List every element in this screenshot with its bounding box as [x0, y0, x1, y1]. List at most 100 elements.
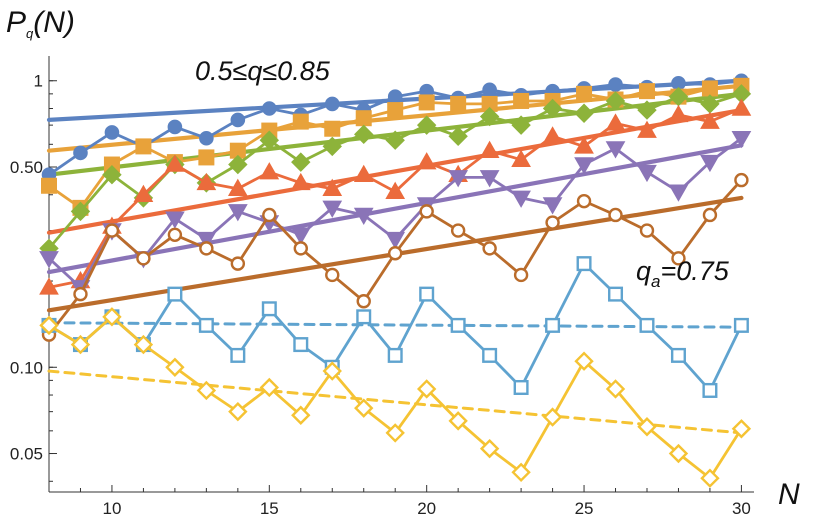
data-point [450, 317, 466, 333]
data-point [670, 347, 686, 363]
data-point [324, 96, 340, 112]
data-point [513, 92, 530, 109]
data-point [639, 317, 655, 333]
data-point [511, 190, 531, 208]
data-point [448, 170, 469, 188]
data-point [702, 382, 718, 398]
data-point [511, 149, 531, 167]
axes: 10 15 20 25 30 0.05 0.10 0.50 1 [10, 56, 754, 518]
x-tick-label: 20 [417, 499, 436, 518]
data-point [324, 120, 341, 137]
x-axis-label: N [778, 478, 800, 511]
data-point [385, 130, 405, 150]
data-point [574, 136, 594, 154]
data-point [668, 104, 689, 123]
data-point [605, 91, 626, 111]
data-point [133, 334, 154, 355]
series-line-7 [48, 315, 743, 480]
data-point [701, 80, 718, 97]
data-point [293, 337, 309, 353]
data-point [731, 98, 752, 116]
data-point [574, 351, 594, 371]
y-tick-label: 0.05 [10, 445, 43, 464]
data-point [165, 154, 185, 172]
data-point [482, 347, 498, 363]
data-point [479, 106, 500, 127]
axis-labels: Pq(N) N 0.5≤q≤0.85 qa=0.75 [6, 6, 800, 511]
data-point [419, 204, 434, 219]
data-point [605, 379, 626, 399]
data-point [230, 347, 246, 363]
data-point [39, 251, 59, 269]
data-point [356, 294, 371, 309]
data-point [322, 361, 342, 381]
data-point [167, 227, 183, 242]
data-point [356, 309, 372, 325]
data-point [39, 315, 59, 336]
fit-line-4 [46, 143, 744, 275]
data-point [482, 241, 497, 256]
data-point [355, 110, 372, 127]
data-point [259, 130, 280, 150]
data-point [576, 256, 592, 272]
data-point [576, 193, 592, 209]
data-point [387, 102, 404, 119]
data-point [637, 100, 657, 120]
data-point [41, 177, 57, 194]
dashed-fit-line-7 [47, 369, 743, 435]
data-point [545, 215, 560, 230]
data-point [668, 184, 689, 202]
data-point [228, 401, 248, 422]
data-point [196, 231, 217, 250]
data-point [450, 223, 466, 238]
data-point [291, 405, 311, 425]
data-point [104, 125, 120, 140]
fit-line-3 [46, 107, 744, 235]
y-axis-label: Pq(N) [6, 6, 75, 41]
data-point [70, 334, 91, 355]
y-tick-label: 0.10 [10, 358, 43, 377]
data-point [325, 267, 340, 283]
data-point [542, 197, 563, 215]
data-point [167, 286, 183, 302]
data-point [450, 95, 467, 112]
data-point [731, 419, 752, 439]
series-2 [39, 84, 752, 259]
data-point [479, 170, 500, 188]
x-tick-label: 10 [102, 499, 121, 518]
data-point [290, 227, 311, 245]
data-point [574, 157, 594, 175]
data-point [165, 211, 185, 229]
data-point [448, 411, 468, 431]
data-point [387, 347, 403, 363]
data-point [102, 164, 122, 185]
y-axis-label-sub: q [26, 26, 34, 41]
data-point [228, 154, 248, 175]
data-point [104, 223, 120, 238]
data-point [39, 277, 59, 295]
annotation-qa-sub: a [651, 272, 660, 291]
y-tick-label: 0.50 [10, 158, 43, 177]
data-point [198, 149, 215, 166]
y-axis-label-suffix: (N) [33, 6, 75, 39]
data-point [165, 357, 185, 377]
data-point [385, 423, 405, 443]
series-3 [39, 98, 752, 295]
x-tick-label: 30 [732, 499, 751, 518]
data-point [702, 207, 718, 223]
dashed-fit-line-6 [47, 321, 743, 329]
data-point [731, 130, 752, 149]
series-group [39, 73, 752, 488]
annotation-qa: qa=0.75 [636, 256, 730, 291]
data-point [542, 126, 563, 144]
data-point [292, 113, 309, 130]
data-point [230, 256, 246, 271]
data-point [199, 130, 214, 146]
data-point [290, 172, 311, 191]
data-point [199, 241, 214, 256]
data-point [545, 317, 561, 333]
data-point [385, 181, 406, 199]
data-point [70, 201, 91, 222]
data-point [511, 115, 531, 135]
data-point [196, 172, 217, 191]
